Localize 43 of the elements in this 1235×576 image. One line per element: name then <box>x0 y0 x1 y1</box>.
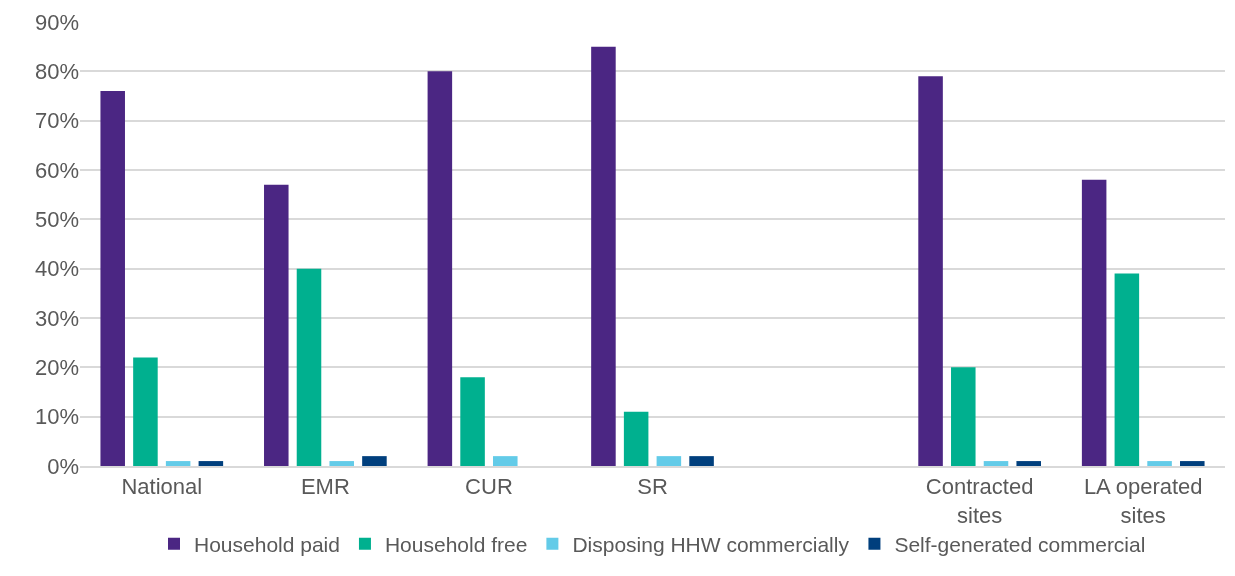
bar <box>1016 461 1041 466</box>
y-tick-label: 60% <box>34 157 79 183</box>
bar <box>165 461 191 466</box>
y-tick-label: 20% <box>34 355 79 381</box>
bar <box>362 456 387 466</box>
bar <box>1114 273 1140 466</box>
x-tick-label: EMR <box>300 474 350 500</box>
bar <box>296 268 322 466</box>
bar <box>460 377 485 466</box>
bar <box>100 91 125 466</box>
bar <box>329 461 354 466</box>
legend-label: Self-generated commercial <box>894 533 1146 557</box>
bar <box>427 71 453 466</box>
x-tick-label: SR <box>637 474 668 500</box>
bar <box>1180 461 1205 466</box>
bar <box>591 46 616 466</box>
legend-label: Disposing HHW commercially <box>572 533 850 557</box>
bar <box>264 184 289 466</box>
x-tick-label: CUR <box>465 474 513 500</box>
bar <box>198 461 224 466</box>
bar <box>689 456 714 466</box>
bar <box>918 76 943 466</box>
bar <box>983 461 1009 466</box>
x-tick-label: Contracted sites <box>925 474 1034 528</box>
bar <box>133 357 158 466</box>
bar <box>656 456 682 466</box>
y-tick-label: 70% <box>34 108 79 134</box>
y-tick-label: 30% <box>34 305 79 331</box>
y-tick-label: 10% <box>34 404 79 430</box>
bar <box>951 367 976 466</box>
legend-label: Household paid <box>194 533 340 557</box>
y-tick-label: 0% <box>47 453 79 479</box>
x-tick-label: National <box>121 474 203 500</box>
y-tick-label: 80% <box>34 59 79 85</box>
bar <box>623 411 649 466</box>
y-tick-label: 90% <box>34 9 79 35</box>
legend-label: Household free <box>384 533 528 557</box>
bar <box>1147 461 1172 466</box>
bar <box>1081 179 1107 466</box>
x-tick-label: LA operated sites <box>1083 474 1203 528</box>
bar <box>493 456 518 466</box>
y-tick-label: 40% <box>34 256 79 282</box>
y-tick-label: 50% <box>34 207 79 233</box>
